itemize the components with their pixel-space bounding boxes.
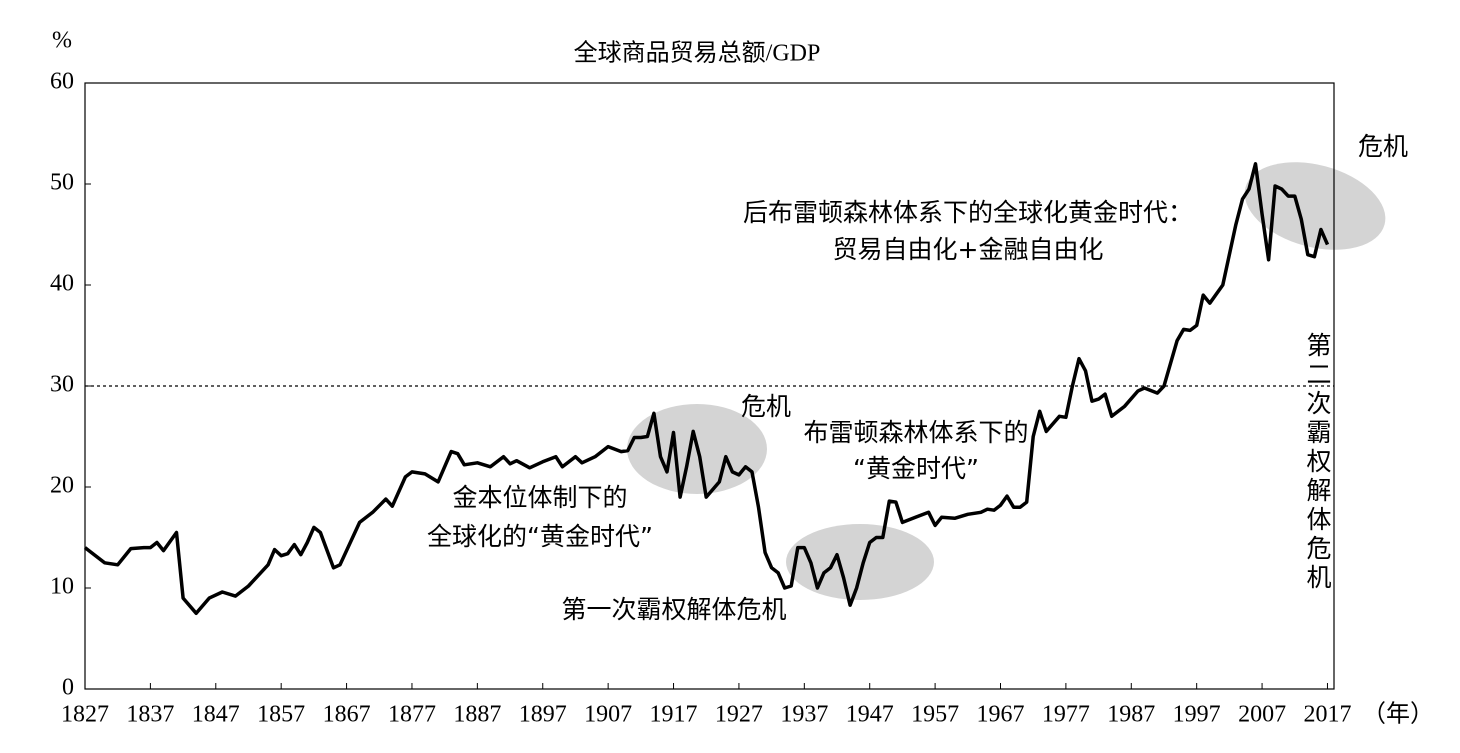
y-axis-label: % — [52, 28, 72, 54]
x-tick-label: 1907 — [584, 702, 632, 728]
annotation: 第二次霸权解体危机 — [1303, 332, 1332, 593]
highlight — [1244, 162, 1386, 250]
annotation: 贸易自由化+金融自由化 — [833, 235, 1104, 264]
annotation: 布雷顿森林体系下的 — [803, 418, 1028, 447]
x-tick-label: 1957 — [911, 702, 959, 728]
x-tick-label: 1837 — [126, 702, 174, 728]
x-tick-label: 1917 — [650, 702, 698, 728]
x-tick-label: 1847 — [192, 702, 240, 728]
x-tick-label: 1877 — [388, 702, 436, 728]
x-tick-label: 1977 — [1042, 702, 1090, 728]
x-tick-label: 1937 — [780, 702, 828, 728]
x-tick-label: 2007 — [1238, 702, 1286, 728]
x-tick-label: 2017 — [1303, 702, 1351, 728]
x-tick-label: 1887 — [453, 702, 501, 728]
y-tick-label: 50 — [50, 170, 74, 196]
x-tick-label: 1897 — [519, 702, 567, 728]
annotation: 后布雷顿森林体系下的全球化黄金时代： — [743, 198, 1193, 227]
y-tick-label: 20 — [50, 473, 74, 499]
y-tick-label: 60 — [50, 69, 74, 95]
annotation: 危机 — [741, 392, 791, 421]
x-tick-label: 1947 — [846, 702, 894, 728]
y-tick-label: 0 — [62, 675, 74, 701]
x-tick-label: 1857 — [257, 702, 305, 728]
chart-title: 全球商品贸易总额/GDP — [574, 40, 821, 67]
data-line — [83, 162, 1330, 616]
annotation: 危机 — [1358, 132, 1408, 161]
annotation: “黄金时代” — [853, 454, 979, 483]
annotation: 全球化的“黄金时代” — [427, 522, 653, 551]
x-tick-label: 1997 — [1173, 702, 1221, 728]
y-tick-label: 30 — [50, 372, 74, 398]
y-tick-label: 10 — [50, 574, 74, 600]
x-tick-label: 1927 — [715, 702, 763, 728]
annotation: 第一次霸权解体危机 — [561, 595, 786, 624]
highlight — [786, 524, 934, 600]
y-tick-label: 40 — [50, 271, 74, 297]
x-tick-label: 1987 — [1107, 702, 1155, 728]
x-tick-label: 1867 — [323, 702, 371, 728]
x-tick-label: 1827 — [61, 702, 109, 728]
x-axis-label: （年） — [1362, 701, 1434, 728]
x-tick-label: 1967 — [976, 702, 1024, 728]
annotation: 金本位体制下的 — [452, 483, 627, 512]
